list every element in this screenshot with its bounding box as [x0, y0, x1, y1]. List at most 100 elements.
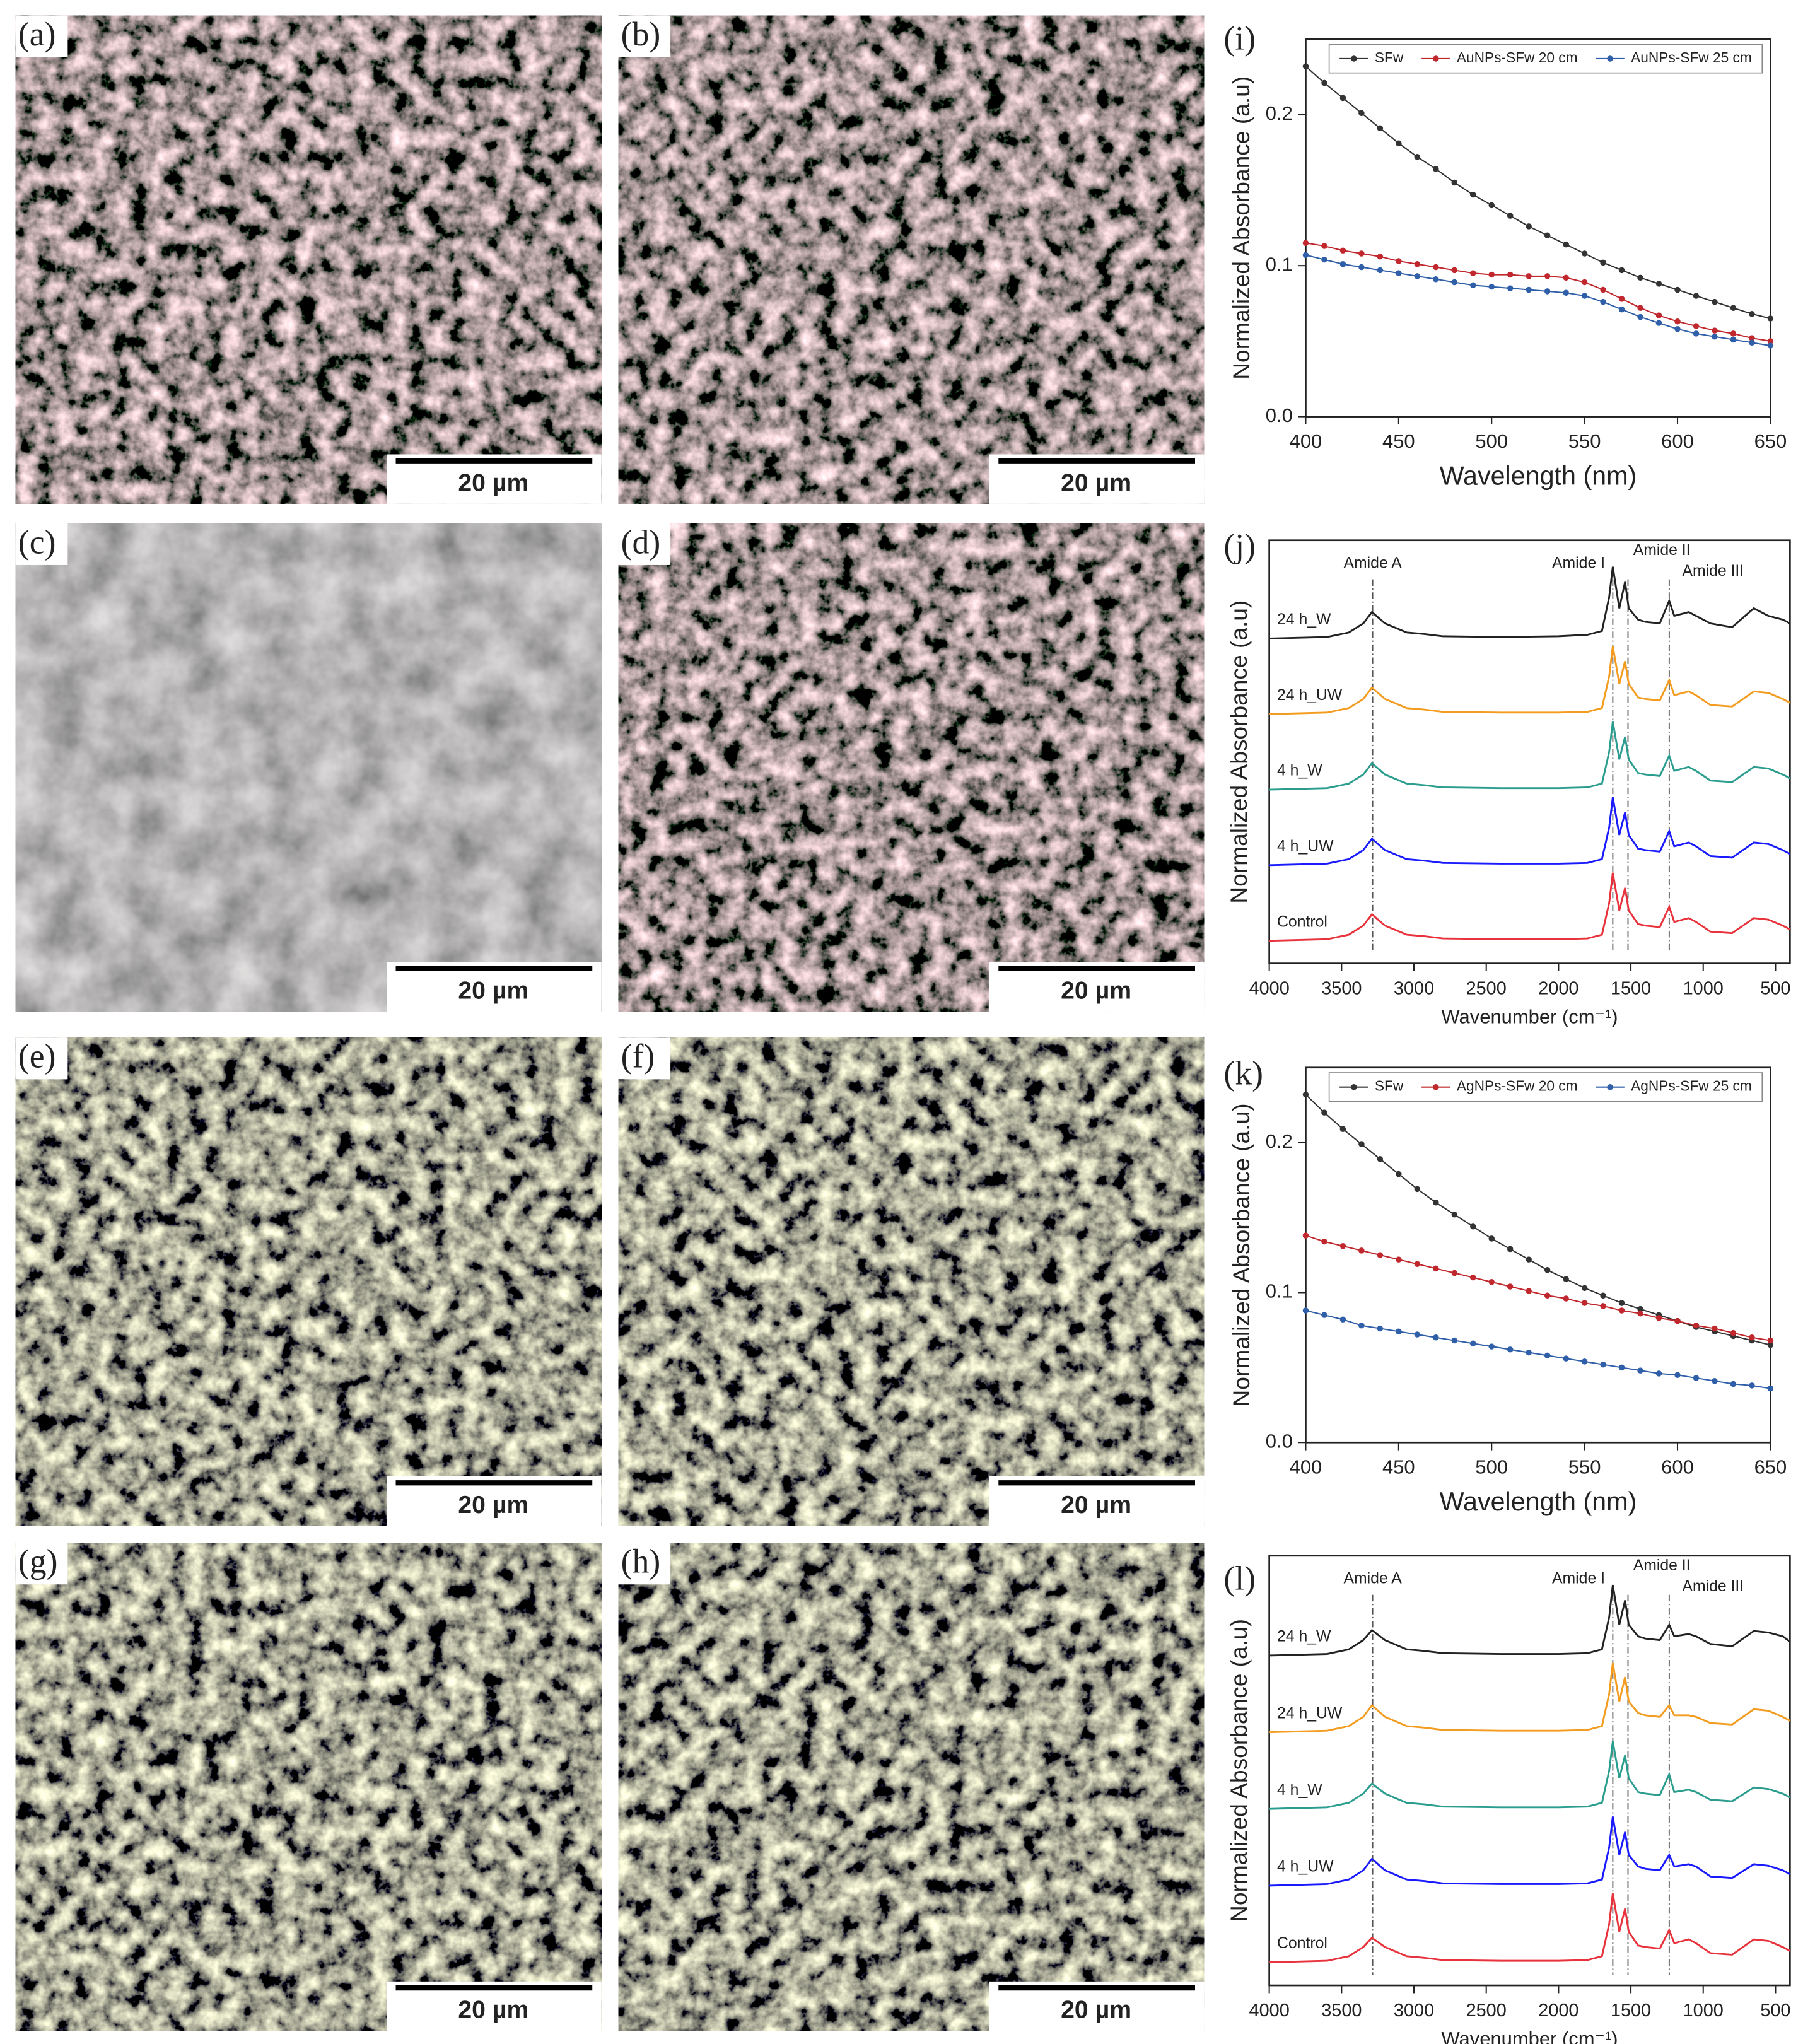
series-line — [1269, 1816, 1791, 1887]
series-label: 24 h_W — [1277, 1628, 1331, 1645]
y-axis-label: Normalized Absorbance (a.u) — [1228, 1104, 1254, 1407]
marker — [1544, 1352, 1551, 1359]
marker — [1414, 273, 1421, 279]
x-axis-label: Wavelength (nm) — [1440, 1487, 1637, 1516]
x-tick-label: 1500 — [1611, 2000, 1651, 2021]
marker — [1470, 270, 1476, 276]
marker — [1693, 293, 1700, 299]
marker — [1544, 273, 1551, 279]
sem-image — [618, 15, 1205, 504]
marker — [1377, 125, 1384, 132]
series-line — [1269, 646, 1791, 715]
marker — [1302, 63, 1309, 69]
x-tick-label: 3000 — [1394, 2000, 1434, 2021]
sem-image — [618, 1037, 1205, 1526]
series-line — [1305, 1094, 1771, 1346]
marker — [1730, 330, 1737, 337]
marker — [1767, 342, 1774, 349]
marker — [1693, 1375, 1700, 1381]
marker — [1712, 298, 1718, 305]
marker — [1433, 276, 1439, 283]
legend: SFw AuNPs-SFw 20 cm AuNPs-SFw 25 cm — [1328, 44, 1763, 74]
marker — [1339, 261, 1346, 267]
marker — [1377, 267, 1384, 274]
annotation: Amide II — [1633, 1557, 1691, 1574]
marker — [1618, 1307, 1625, 1314]
marker — [1507, 271, 1514, 278]
x-tick-label: 550 — [1568, 430, 1601, 452]
marker — [1321, 1312, 1327, 1318]
marker — [1655, 320, 1662, 326]
panel-label: (l) — [1223, 1559, 1256, 1597]
marker — [1581, 293, 1588, 299]
y-axis-label: Normalized Absorbance (a.u) — [1225, 1619, 1252, 1922]
marker — [1655, 312, 1662, 318]
marker — [1488, 271, 1495, 278]
x-tick-label: 500 — [1475, 430, 1508, 452]
legend-marker — [1351, 1083, 1357, 1090]
legend-marker — [1433, 1083, 1439, 1090]
x-tick-label: 400 — [1290, 430, 1322, 452]
annotation: Amide I — [1552, 1570, 1605, 1587]
marker — [1451, 279, 1458, 286]
series-label: 24 h_W — [1277, 611, 1331, 628]
marker — [1302, 1091, 1309, 1098]
x-tick-label: 500 — [1760, 2000, 1790, 2021]
annotation: Amide II — [1633, 542, 1691, 559]
annotation: Amide III — [1682, 1578, 1744, 1595]
marker — [1655, 1315, 1662, 1321]
marker — [1749, 311, 1755, 317]
marker — [1618, 306, 1625, 313]
sem-image — [15, 523, 602, 1012]
legend-label: AgNPs-SFw 25 cm — [1631, 1078, 1752, 1094]
marker — [1749, 1334, 1755, 1341]
y-tick-label: 0.2 — [1266, 102, 1293, 124]
marker — [1563, 1355, 1569, 1362]
marker — [1563, 289, 1569, 296]
scale-bar-label: 20 µm — [458, 469, 528, 496]
marker — [1693, 323, 1700, 329]
label-box — [15, 1037, 68, 1080]
marker — [1302, 252, 1309, 259]
marker — [1563, 241, 1569, 248]
marker — [1358, 110, 1365, 117]
label-box — [15, 15, 68, 57]
marker — [1563, 274, 1569, 281]
marker — [1581, 1358, 1588, 1365]
marker — [1693, 1323, 1700, 1329]
marker — [1451, 267, 1458, 274]
series-label: 4 h_UW — [1277, 1859, 1334, 1876]
annotation: Amide III — [1682, 563, 1744, 580]
marker — [1377, 254, 1384, 260]
marker — [1544, 1292, 1551, 1299]
x-tick-label: 2000 — [1538, 979, 1578, 999]
marker — [1544, 1267, 1551, 1273]
marker — [1674, 1372, 1681, 1378]
marker — [1488, 283, 1495, 290]
marker — [1339, 95, 1346, 102]
panel-label: (k) — [1223, 1054, 1263, 1092]
marker — [1414, 261, 1421, 267]
panel-label: (c) — [18, 523, 56, 561]
marker — [1526, 286, 1532, 293]
marker — [1767, 315, 1774, 322]
y-axis-label: Normalized Absorbance (a.u) — [1225, 600, 1252, 904]
label-box — [618, 1037, 671, 1080]
annotation: Amide I — [1552, 554, 1605, 571]
marker — [1749, 335, 1755, 341]
marker — [1433, 166, 1439, 172]
sem-image — [618, 523, 1205, 1012]
marker — [1488, 1279, 1495, 1285]
marker — [1358, 1141, 1365, 1147]
marker — [1451, 179, 1458, 186]
x-tick-label: 3500 — [1321, 979, 1362, 999]
x-tick-label: 1000 — [1683, 2000, 1724, 2021]
sem-image — [618, 1543, 1205, 2031]
marker — [1339, 1242, 1346, 1249]
marker — [1321, 1109, 1327, 1116]
marker — [1655, 281, 1662, 287]
series-line — [1269, 566, 1791, 639]
series-line — [1269, 721, 1791, 791]
scale-bar-label: 20 µm — [1061, 1996, 1131, 2024]
legend-label: AgNPs-SFw 20 cm — [1457, 1078, 1578, 1094]
